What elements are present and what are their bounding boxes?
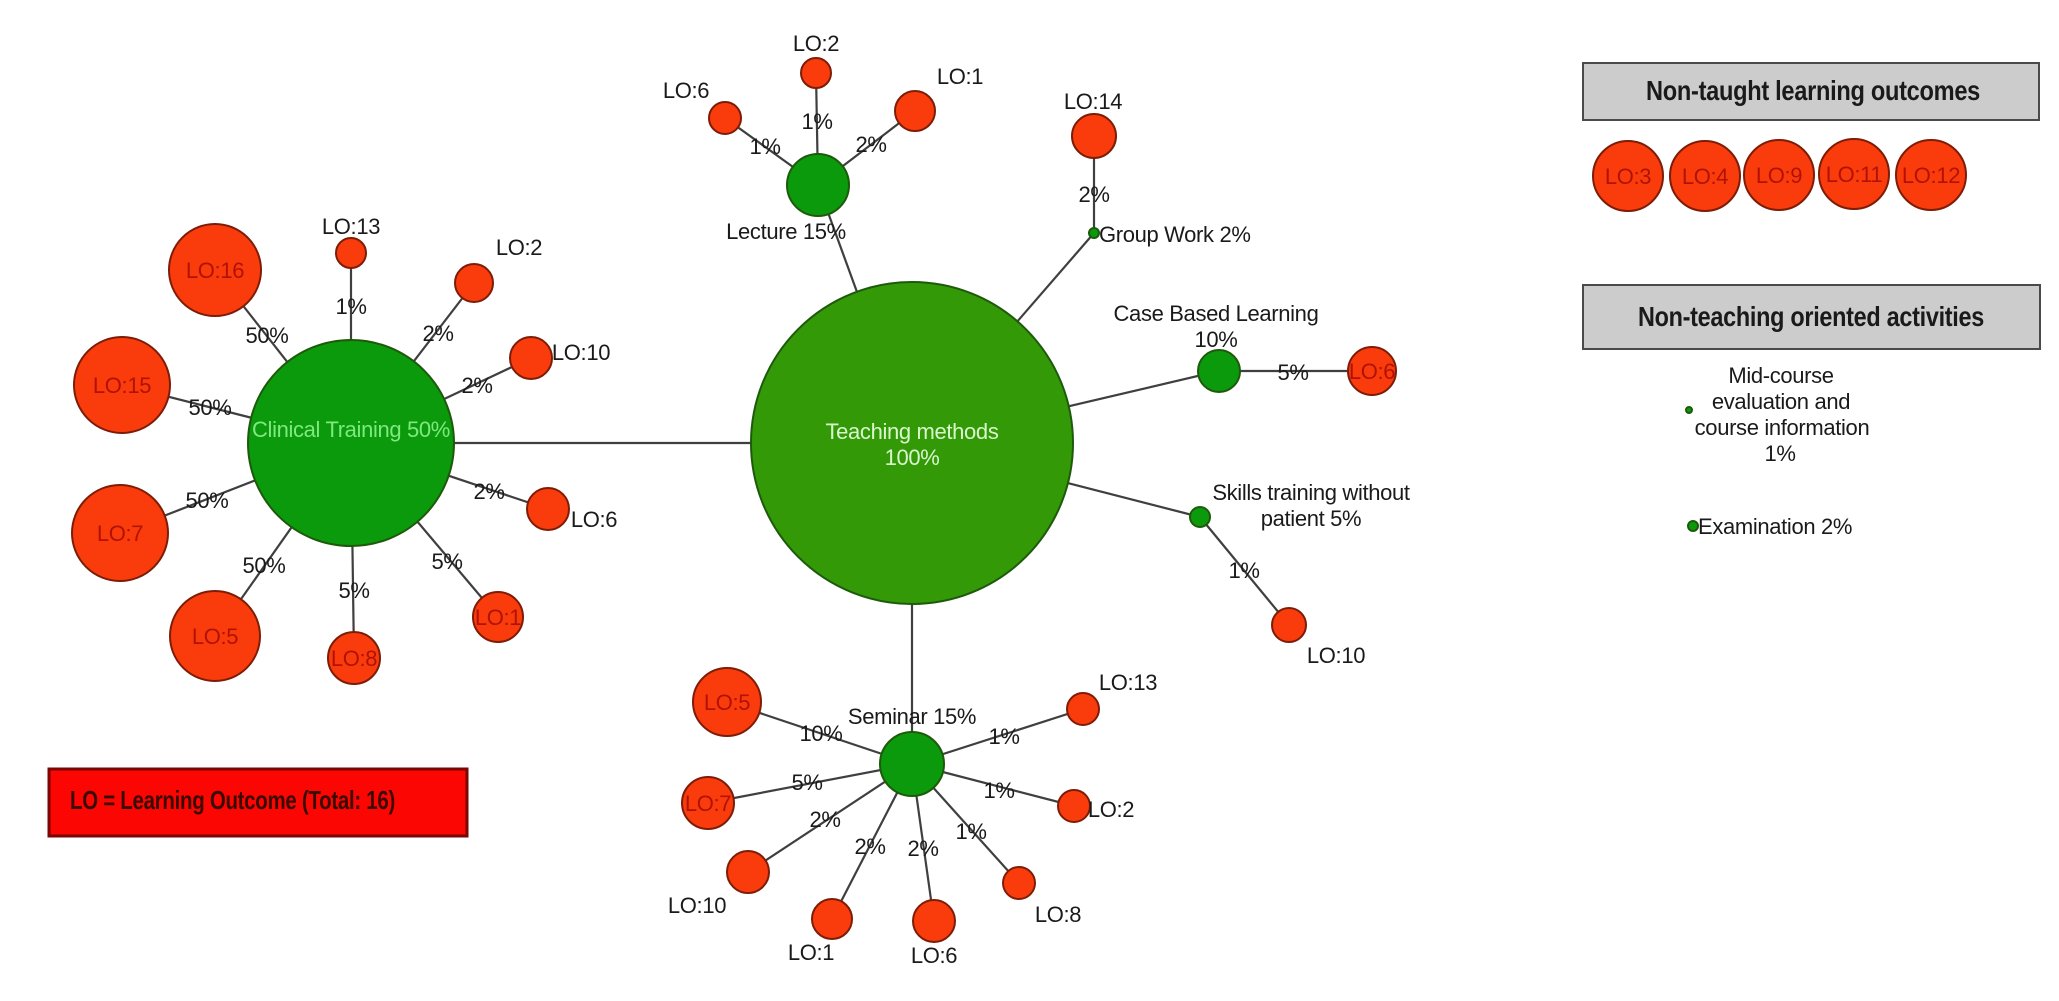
svg-text:LO:8: LO:8 — [1035, 902, 1081, 927]
svg-text:LO:4: LO:4 — [1682, 164, 1728, 189]
svg-text:5%: 5% — [791, 770, 822, 795]
svg-text:100%: 100% — [885, 445, 940, 470]
svg-text:5%: 5% — [1277, 360, 1308, 385]
svg-text:Seminar 15%: Seminar 15% — [848, 704, 976, 729]
svg-text:1%: 1% — [749, 134, 780, 159]
svg-text:LO:2: LO:2 — [793, 31, 839, 56]
svg-text:LO:10: LO:10 — [1307, 643, 1365, 668]
svg-text:Non-taught learning outcomes: Non-taught learning outcomes — [1646, 75, 1980, 106]
svg-text:LO:8: LO:8 — [331, 646, 377, 671]
svg-text:LO:6: LO:6 — [571, 507, 617, 532]
svg-text:2%: 2% — [473, 479, 504, 504]
svg-text:Mid-course: Mid-course — [1728, 363, 1833, 388]
svg-text:LO:15: LO:15 — [93, 373, 151, 398]
svg-text:LO:9: LO:9 — [1756, 163, 1802, 188]
svg-text:LO:13: LO:13 — [322, 214, 380, 239]
svg-text:50%: 50% — [243, 553, 286, 578]
svg-text:LO:6: LO:6 — [911, 943, 957, 968]
svg-text:LO:13: LO:13 — [1099, 670, 1157, 695]
svg-text:Skills training without: Skills training without — [1212, 480, 1410, 505]
svg-text:2%: 2% — [854, 834, 885, 859]
svg-text:2%: 2% — [422, 321, 453, 346]
svg-text:LO:1: LO:1 — [937, 64, 983, 89]
svg-text:Teaching methods: Teaching methods — [826, 419, 999, 444]
svg-text:LO:10: LO:10 — [552, 340, 610, 365]
svg-text:10%: 10% — [800, 721, 843, 746]
svg-text:2%: 2% — [461, 373, 492, 398]
svg-text:Examination 2%: Examination 2% — [1698, 514, 1852, 539]
svg-text:50%: 50% — [246, 323, 289, 348]
svg-text:1%: 1% — [1764, 441, 1795, 466]
svg-text:LO:2: LO:2 — [496, 235, 542, 260]
svg-text:2%: 2% — [809, 807, 840, 832]
svg-text:LO:1: LO:1 — [788, 940, 834, 965]
svg-text:50%: 50% — [186, 488, 229, 513]
svg-text:1%: 1% — [335, 294, 366, 319]
svg-text:LO:2: LO:2 — [1088, 797, 1134, 822]
svg-text:2%: 2% — [907, 836, 938, 861]
svg-text:LO = Learning Outcome (Total:: LO = Learning Outcome (Total: 16) — [70, 785, 395, 815]
svg-text:1%: 1% — [988, 724, 1019, 749]
svg-text:LO:3: LO:3 — [1605, 164, 1651, 189]
svg-text:1%: 1% — [955, 819, 986, 844]
svg-text:LO:11: LO:11 — [1826, 162, 1883, 187]
svg-text:1%: 1% — [1228, 558, 1259, 583]
svg-text:2%: 2% — [855, 132, 886, 157]
svg-text:LO:12: LO:12 — [1902, 163, 1960, 188]
svg-text:LO:7: LO:7 — [97, 521, 143, 546]
svg-text:LO:6: LO:6 — [1349, 359, 1395, 384]
svg-text:LO:16: LO:16 — [186, 258, 244, 283]
svg-text:2%: 2% — [1078, 182, 1109, 207]
svg-text:course information: course information — [1695, 415, 1870, 440]
svg-text:Clinical Training 50%: Clinical Training 50% — [252, 417, 450, 442]
svg-text:LO:10: LO:10 — [668, 893, 726, 918]
svg-text:Non-teaching oriented activiti: Non-teaching oriented activities — [1638, 301, 1984, 332]
svg-text:Lecture 15%: Lecture 15% — [726, 219, 846, 244]
svg-text:LO:6: LO:6 — [663, 78, 709, 103]
svg-text:patient 5%: patient 5% — [1261, 506, 1361, 531]
svg-text:50%: 50% — [189, 395, 232, 420]
svg-text:LO:7: LO:7 — [685, 791, 731, 816]
svg-text:evaluation and: evaluation and — [1712, 389, 1850, 414]
svg-text:Group Work 2%: Group Work 2% — [1099, 222, 1251, 247]
svg-text:5%: 5% — [338, 578, 369, 603]
svg-text:1%: 1% — [801, 109, 832, 134]
svg-text:LO:14: LO:14 — [1064, 89, 1122, 114]
svg-text:5%: 5% — [431, 549, 462, 574]
svg-text:LO:5: LO:5 — [192, 624, 238, 649]
svg-text:Case Based Learning: Case Based Learning — [1114, 301, 1319, 326]
svg-text:1%: 1% — [983, 778, 1014, 803]
svg-text:LO:1: LO:1 — [475, 605, 521, 630]
svg-text:10%: 10% — [1195, 327, 1238, 352]
svg-text:LO:5: LO:5 — [704, 690, 750, 715]
